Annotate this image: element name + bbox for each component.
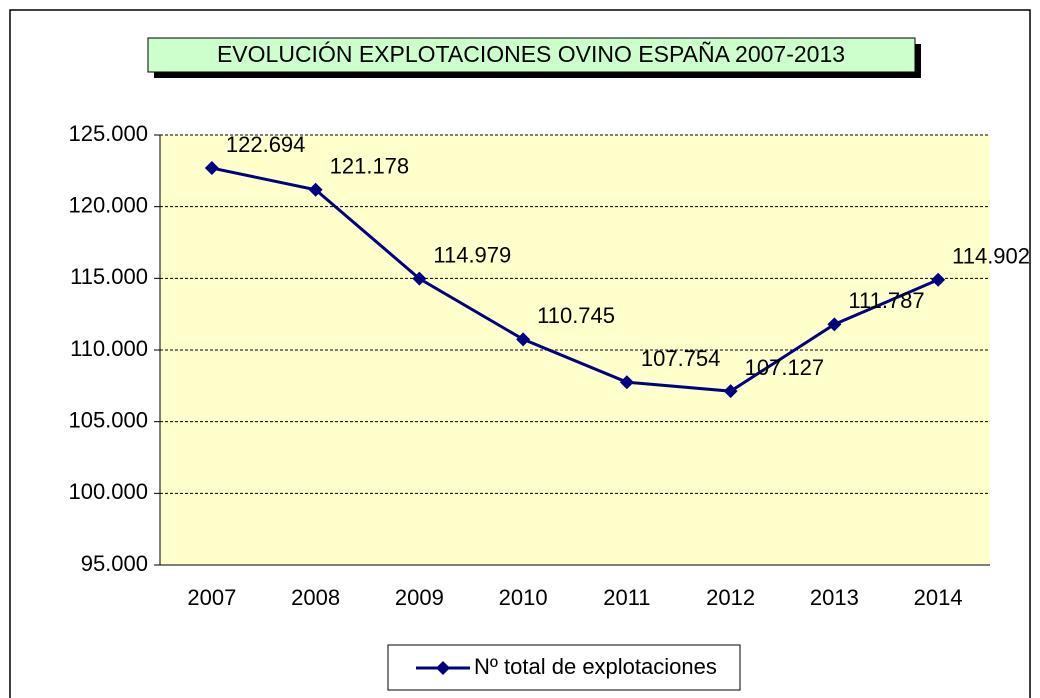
y-tick-label: 95.000 xyxy=(81,551,148,576)
x-tick-label: 2012 xyxy=(706,585,755,610)
y-tick-label: 125.000 xyxy=(68,121,148,146)
data-label: 107.754 xyxy=(641,346,721,371)
data-point xyxy=(412,271,427,286)
title-box xyxy=(147,37,916,73)
data-point xyxy=(204,161,219,176)
x-tick-label: 2010 xyxy=(499,585,548,610)
legend-label: Nº total de explotaciones xyxy=(474,654,717,679)
data-point xyxy=(723,384,738,399)
x-tick-label: 2009 xyxy=(395,585,444,610)
x-tick-label: 2014 xyxy=(914,585,963,610)
data-label: 111.787 xyxy=(848,288,924,313)
data-point xyxy=(516,332,531,347)
data-point xyxy=(619,375,634,390)
x-tick-label: 2008 xyxy=(291,585,340,610)
y-tick-label: 105.000 xyxy=(68,407,148,432)
data-label: 122.694 xyxy=(226,132,306,157)
data-label: 107.127 xyxy=(745,355,825,380)
data-label: 121.178 xyxy=(330,154,410,179)
legend-marker xyxy=(436,661,450,675)
series-line xyxy=(211,166,939,393)
y-tick-label: 120.000 xyxy=(68,192,148,217)
chart-title: EVOLUCIÓN EXPLOTACIONES OVINO ESPAÑA 200… xyxy=(217,41,845,67)
data-label: 114.902 xyxy=(952,244,1030,269)
x-tick-label: 2013 xyxy=(810,585,859,610)
y-tick-label: 115.000 xyxy=(70,264,148,289)
y-tick-label: 110.000 xyxy=(70,336,148,361)
data-label: 110.745 xyxy=(537,303,615,328)
data-point xyxy=(308,182,323,197)
data-label: 114.979 xyxy=(433,242,511,267)
x-tick-label: 2007 xyxy=(187,585,236,610)
x-tick-label: 2011 xyxy=(603,585,650,610)
y-tick-label: 100.000 xyxy=(68,479,148,504)
data-point xyxy=(931,272,946,287)
data-point xyxy=(827,317,842,332)
